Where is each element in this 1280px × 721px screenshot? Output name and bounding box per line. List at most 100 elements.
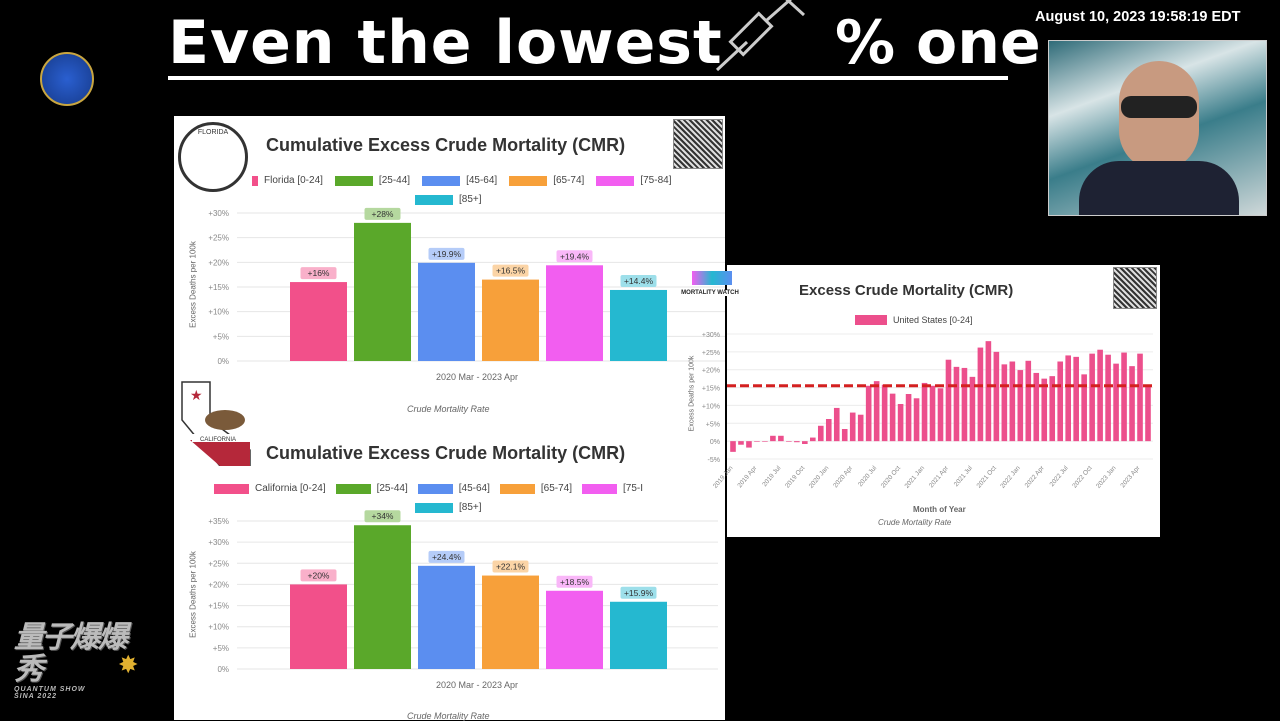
- y-tick-label: +30%: [208, 538, 229, 547]
- bar: [794, 441, 800, 443]
- legend-label: California [0-24]: [255, 483, 326, 494]
- bar: [418, 565, 475, 669]
- x-tick-label: 2020 Oct: [880, 465, 902, 490]
- bar: [546, 590, 603, 669]
- y-tick-label: +15%: [208, 602, 229, 611]
- legend-swatch: [417, 483, 453, 494]
- data-label-box: [556, 250, 593, 263]
- bar: [482, 279, 539, 361]
- y-tick-label: +10%: [702, 403, 720, 410]
- bar: [770, 435, 776, 442]
- y-tick-label: +15%: [702, 386, 720, 393]
- bar: [754, 441, 760, 442]
- qr-code: [673, 119, 723, 169]
- bar: [873, 381, 880, 442]
- data-label: +28%: [372, 209, 394, 219]
- data-label-box: [428, 247, 465, 260]
- bar: [1105, 354, 1111, 442]
- x-tick-label: 2022 Apr: [1024, 464, 1047, 489]
- bar: [786, 441, 792, 442]
- data-label: +16%: [308, 268, 330, 278]
- mortality-watch-brand: MORTALITY WATCH: [680, 290, 740, 296]
- data-label-box: [428, 550, 465, 563]
- y-tick-label: 0%: [710, 439, 720, 446]
- california-caption: Crude Mortality Rate: [407, 711, 490, 721]
- bar: [897, 404, 904, 442]
- x-tick-label: 2021 Oct: [976, 465, 998, 490]
- bar: [290, 282, 347, 361]
- legend-swatch: [422, 175, 461, 186]
- legend-swatch: [252, 175, 258, 186]
- y-tick-label: +5%: [213, 644, 229, 653]
- florida-caption: Crude Mortality Rate: [407, 404, 490, 414]
- x-tick-label: 2019 Oct: [784, 465, 806, 490]
- bar: [1009, 361, 1016, 442]
- x-tick-label: 2020 Jul: [857, 464, 879, 488]
- bar: [762, 441, 768, 442]
- data-label-box: [300, 569, 337, 582]
- legend-swatch: [415, 502, 453, 513]
- y-tick-label: +30%: [208, 209, 229, 218]
- y-tick-label: +25%: [702, 350, 720, 357]
- bar: [969, 376, 976, 442]
- legend-swatch: [509, 175, 548, 186]
- bar: [881, 384, 888, 442]
- us-caption: Crude Mortality Rate: [878, 518, 952, 527]
- legend-swatch: [214, 483, 249, 494]
- legend-label: [25-44]: [378, 175, 411, 186]
- legend-swatch: [582, 483, 618, 494]
- california-x-label: 2020 Mar - 2023 Apr: [436, 680, 519, 690]
- y-tick-label: +20%: [208, 580, 229, 589]
- legend-swatch: [335, 483, 371, 494]
- legend-label: [85+]: [459, 194, 482, 205]
- california-flag-map: ★ CALIFORNIA: [180, 380, 252, 467]
- legend-label: [25-44]: [376, 483, 408, 494]
- y-tick-label: +5%: [706, 421, 720, 428]
- data-label: +20%: [308, 570, 330, 580]
- x-tick-label: 2023 Jan: [1095, 464, 1118, 489]
- bar: [1001, 364, 1008, 442]
- y-tick-label: +10%: [208, 308, 229, 317]
- y-tick-label: +20%: [208, 258, 229, 267]
- y-tick-label: +25%: [208, 234, 229, 243]
- bar: [610, 289, 667, 361]
- bar: [482, 575, 539, 669]
- x-tick-label: 2020 Jan: [808, 464, 831, 489]
- bar: [810, 437, 816, 442]
- bar: [1081, 374, 1087, 442]
- legend-label: [45-64]: [466, 175, 498, 186]
- bar: [1137, 353, 1143, 442]
- data-label: +14.4%: [624, 276, 654, 286]
- bar: [1033, 372, 1040, 442]
- bar: [1129, 366, 1135, 442]
- x-tick-label: 2022 Oct: [1071, 465, 1093, 490]
- data-label: +19.9%: [432, 249, 462, 259]
- logo-en-text: QUANTUM SHOW: [14, 686, 86, 693]
- data-label-box: [620, 586, 657, 599]
- bar: [849, 412, 856, 442]
- data-label: +16.5%: [496, 266, 526, 276]
- x-tick-label: 2022 Jul: [1049, 464, 1071, 488]
- bar: [929, 385, 936, 442]
- us-x-label: Month of Year: [913, 505, 966, 514]
- california-legend-row2: [85+]: [415, 502, 482, 513]
- bar: [937, 388, 944, 442]
- x-tick-label: 2020 Apr: [832, 464, 855, 489]
- legend-label: [85+]: [459, 502, 482, 513]
- bar: [778, 435, 784, 442]
- y-tick-label: +10%: [208, 623, 229, 632]
- slide-title: Even the lowest: [168, 8, 723, 78]
- bar: [945, 359, 952, 442]
- atom-seal-icon: [40, 52, 94, 106]
- legend-swatch: [499, 483, 535, 494]
- timestamp: August 10, 2023 19:58:19 EDT: [1035, 9, 1241, 25]
- florida-chart-title: Cumulative Excess Crude Mortality (CMR): [266, 135, 626, 155]
- bar: [746, 441, 752, 448]
- bar: [1121, 352, 1127, 442]
- x-tick-label: 2021 Jan: [904, 464, 927, 489]
- y-tick-label: 0%: [217, 665, 229, 674]
- bar: [738, 441, 744, 445]
- data-label-box: [492, 264, 529, 277]
- bar: [354, 525, 411, 669]
